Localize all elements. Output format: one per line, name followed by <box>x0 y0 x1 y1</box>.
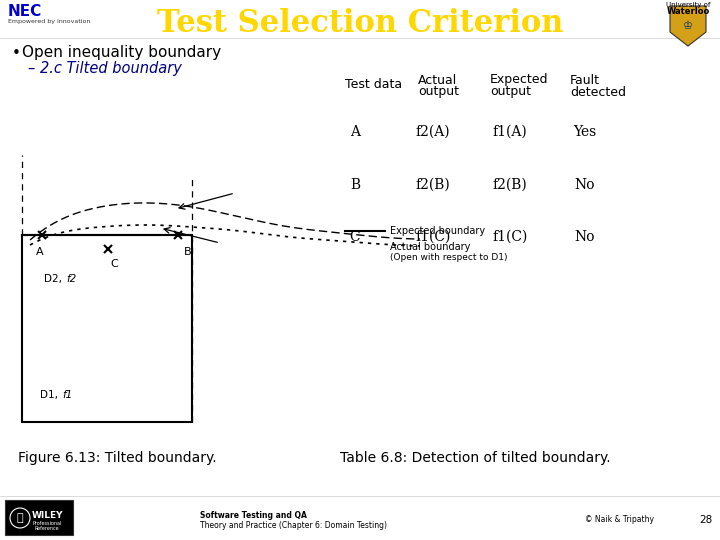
Text: Fault: Fault <box>570 73 600 86</box>
Text: output: output <box>490 85 531 98</box>
Bar <box>22 235 192 422</box>
Text: B: B <box>350 178 360 192</box>
Text: Waterloo: Waterloo <box>667 6 710 16</box>
Text: ♔: ♔ <box>683 21 693 31</box>
Text: f2(A): f2(A) <box>415 125 450 139</box>
Polygon shape <box>670 6 706 46</box>
Text: C: C <box>110 259 118 269</box>
Text: detected: detected <box>570 85 626 98</box>
Text: Open inequality boundary: Open inequality boundary <box>22 45 221 60</box>
Text: D1,: D1, <box>40 390 58 400</box>
Text: f2(B): f2(B) <box>492 178 527 192</box>
Text: f1(C): f1(C) <box>415 230 451 244</box>
Text: Actual: Actual <box>418 73 457 86</box>
Text: f1: f1 <box>62 390 72 400</box>
Text: •: • <box>12 45 21 60</box>
Text: No: No <box>575 178 595 192</box>
Text: A: A <box>350 125 360 139</box>
Text: (Open with respect to D1): (Open with respect to D1) <box>390 253 508 261</box>
Text: C: C <box>350 230 360 244</box>
Text: D2,: D2, <box>44 274 62 284</box>
Text: 28: 28 <box>699 515 713 525</box>
Text: Actual boundary: Actual boundary <box>390 242 470 252</box>
Text: f2: f2 <box>66 274 76 284</box>
Text: Empowered by innovation: Empowered by innovation <box>8 18 91 24</box>
Text: f1(A): f1(A) <box>492 125 527 139</box>
Text: – 2.c Tilted boundary: – 2.c Tilted boundary <box>28 60 182 76</box>
Text: Yes: Yes <box>573 125 597 139</box>
Text: Test Selection Criterion: Test Selection Criterion <box>157 9 563 39</box>
Text: Figure 6.13: Tilted boundary.: Figure 6.13: Tilted boundary. <box>18 451 217 465</box>
Text: Professional
Reference: Professional Reference <box>32 521 62 531</box>
Text: Expected: Expected <box>490 73 549 86</box>
Bar <box>5 500 73 535</box>
Text: WILEY: WILEY <box>31 510 63 519</box>
Text: Theory and Practice (Chapter 6: Domain Testing): Theory and Practice (Chapter 6: Domain T… <box>200 521 387 530</box>
Text: B: B <box>184 247 192 257</box>
Text: Test data: Test data <box>345 78 402 91</box>
Text: f1(C): f1(C) <box>492 230 528 244</box>
Text: NEC: NEC <box>8 4 42 19</box>
Text: f2(B): f2(B) <box>415 178 451 192</box>
Text: Expected boundary: Expected boundary <box>390 226 485 236</box>
Text: Table 6.8: Detection of tilted boundary.: Table 6.8: Detection of tilted boundary. <box>340 451 611 465</box>
Text: Ⓦ: Ⓦ <box>17 513 23 523</box>
Text: output: output <box>418 85 459 98</box>
Text: No: No <box>575 230 595 244</box>
Text: A: A <box>36 247 44 257</box>
Text: Software Testing and QA: Software Testing and QA <box>200 511 307 521</box>
Text: © Naik & Tripathy: © Naik & Tripathy <box>585 516 654 524</box>
Text: University of: University of <box>666 2 710 8</box>
